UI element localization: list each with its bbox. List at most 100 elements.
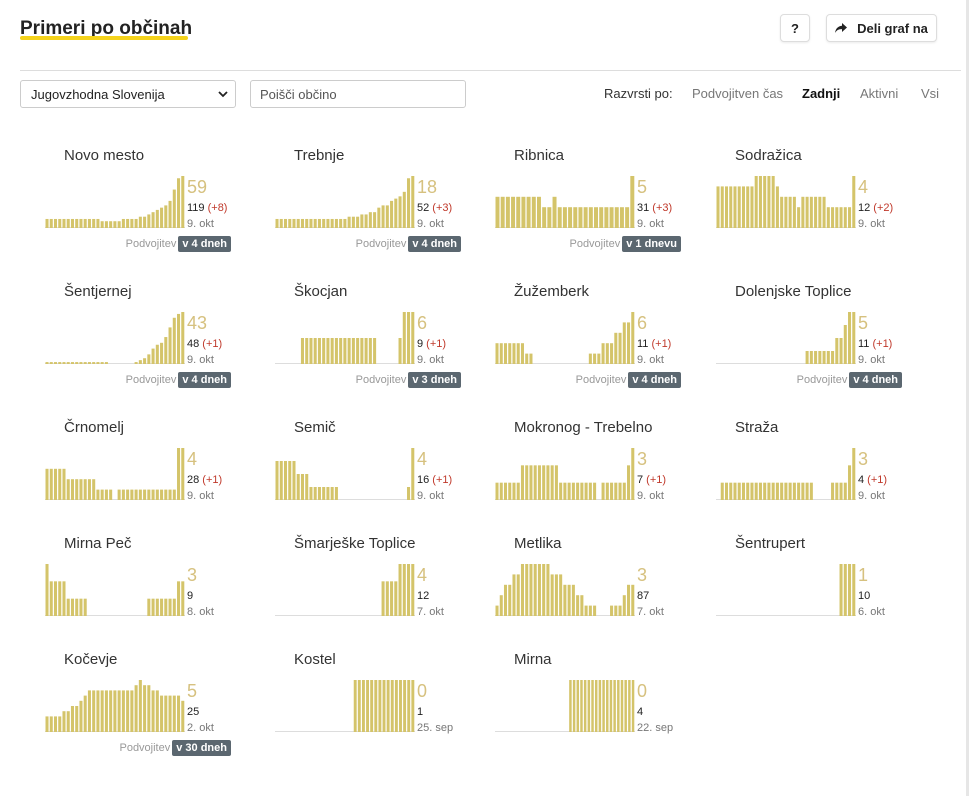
chart-bar <box>720 482 724 500</box>
doubling-badge: v 3 dneh <box>408 372 461 388</box>
chart-bar <box>831 482 835 500</box>
chart-bar <box>583 207 588 228</box>
search-input[interactable] <box>250 80 466 108</box>
chart-bar <box>121 489 125 500</box>
share-button-label: Deli graf na <box>857 20 928 36</box>
chart-bar <box>512 343 516 364</box>
chart-bar <box>66 711 70 732</box>
chart-bar <box>520 343 524 364</box>
chart-bar <box>339 218 343 228</box>
chart-bar <box>83 695 87 732</box>
sparkline-chart <box>716 564 856 616</box>
chart-bar <box>390 680 394 732</box>
chart-bar <box>843 207 847 228</box>
chart-bar <box>622 595 626 616</box>
municipality-name: Dolenjske Toplice <box>735 283 852 300</box>
chart-bar <box>381 205 385 228</box>
chart-bar <box>134 685 138 732</box>
chart-bar <box>353 680 357 732</box>
chart-bar <box>601 343 605 364</box>
chart-bar <box>398 196 402 228</box>
chart-bar <box>831 207 835 228</box>
doubling-time: Podvojitev v 4 dneh <box>716 372 902 388</box>
chart-bar <box>511 196 516 228</box>
chart-bar <box>181 312 185 364</box>
chart-bar <box>143 216 147 228</box>
chart-bar <box>155 209 159 228</box>
chart-bar <box>818 196 822 228</box>
active-cases-count: 4 <box>187 449 198 469</box>
sparkline-chart <box>45 448 185 500</box>
chart-bar <box>750 186 754 228</box>
last-update-date: 9. okt <box>858 354 885 366</box>
scrollbar[interactable] <box>966 0 969 796</box>
chart-bar <box>797 207 801 228</box>
chart-bar <box>326 487 330 500</box>
chart-bar <box>411 448 415 500</box>
region-select-value: Jugovzhodna Slovenija <box>31 87 165 102</box>
sort-option-all[interactable]: Vsi <box>921 86 940 101</box>
chart-bar <box>610 482 614 500</box>
chart-bar <box>126 690 130 732</box>
chart-bar <box>117 221 121 228</box>
chart-bar <box>614 332 618 364</box>
share-button[interactable]: Deli graf na <box>826 14 937 42</box>
chart-bar <box>631 312 635 364</box>
chart-bar <box>733 482 737 500</box>
chart-bar <box>283 461 288 500</box>
chart-bar <box>784 482 788 500</box>
chart-bar <box>317 338 321 364</box>
chart-bar <box>75 706 79 732</box>
chart-bar <box>495 343 499 364</box>
active-cases-count: 4 <box>858 177 869 197</box>
chart-bar <box>296 474 300 500</box>
chart-bar <box>177 178 181 228</box>
chart-bar <box>609 207 614 228</box>
chart-bar <box>347 338 351 364</box>
chart-bar <box>53 468 58 500</box>
chart-bar <box>155 690 159 732</box>
doubling-badge: v 4 dneh <box>178 372 231 388</box>
chart-bar <box>83 598 87 616</box>
help-button[interactable]: ? <box>780 14 810 42</box>
chart-bar <box>403 680 407 732</box>
chart-bar <box>300 474 304 500</box>
chart-bar <box>563 584 567 616</box>
chart-bar <box>134 218 138 228</box>
chart-bar <box>49 581 53 616</box>
chart-bar <box>533 465 537 500</box>
sort-option-active[interactable]: Aktivni <box>860 86 899 101</box>
sort-option-doubling[interactable]: Podvojitven čas <box>692 86 784 101</box>
chart-bar <box>495 196 500 228</box>
chart-bar <box>79 598 83 616</box>
chart-bar <box>525 564 529 616</box>
total-cases: 11 (+1) <box>637 338 672 350</box>
chart-bar <box>572 680 576 732</box>
chart-bar <box>70 218 74 228</box>
chart-bar <box>143 358 147 364</box>
chart-bar <box>62 218 66 228</box>
chart-bar <box>407 312 411 364</box>
chart-bar <box>130 489 134 500</box>
sparkline-chart <box>45 176 185 228</box>
chart-bar <box>275 218 279 228</box>
new-cases-delta: (+1) <box>648 338 672 350</box>
chart-bar <box>339 338 343 364</box>
chart-bar <box>87 479 91 500</box>
chart-bar <box>45 716 49 732</box>
region-select[interactable]: Jugovzhodna Slovenija <box>20 80 236 108</box>
sort-option-latest-label: Zadnji <box>802 86 841 101</box>
chart-bar <box>75 479 79 500</box>
sort-option-latest[interactable]: Zadnji <box>801 86 842 104</box>
chart-bar <box>279 218 283 228</box>
total-cases: 28 (+1) <box>187 474 223 486</box>
chart-bar <box>66 598 70 616</box>
chart-bar <box>526 196 531 228</box>
last-update-date: 9. okt <box>417 218 444 230</box>
doubling-label: Podvojitev <box>575 374 627 386</box>
chart-bar <box>356 338 360 364</box>
new-cases-delta: (+1) <box>199 474 223 486</box>
chart-bar <box>848 207 852 228</box>
chart-bar <box>394 581 398 616</box>
chart-bar <box>126 218 130 228</box>
